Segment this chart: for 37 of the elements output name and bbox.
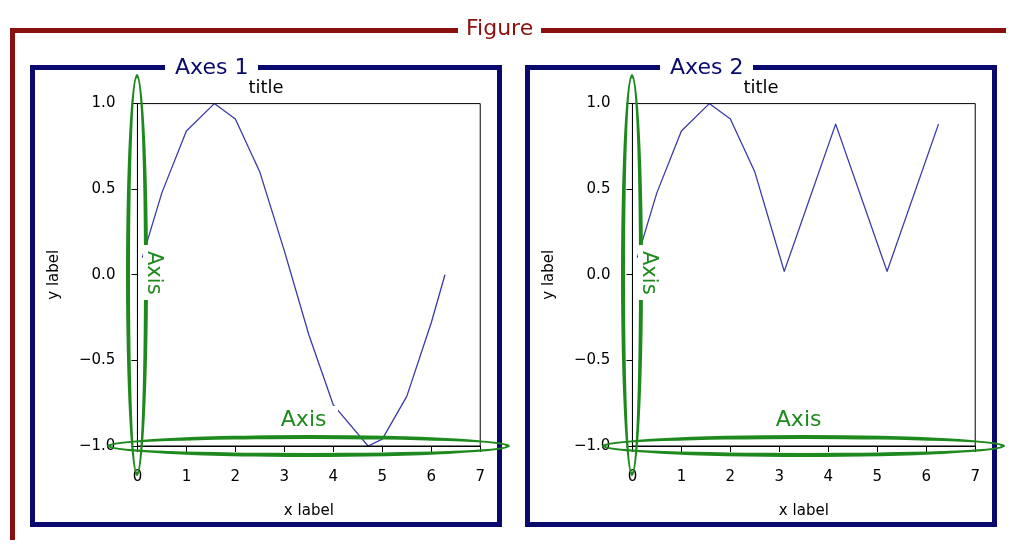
- y-tick-label: 1.0: [586, 93, 611, 112]
- x-tick-label: 4: [328, 466, 339, 485]
- y-axis-title: y label: [538, 249, 557, 300]
- y-tick-label: −0.5: [573, 350, 611, 369]
- x-tick-label: 6: [921, 466, 932, 485]
- annotation: Axis: [763, 406, 834, 431]
- y-tick-label: 0.0: [91, 264, 116, 283]
- x-tick-label: 3: [279, 466, 290, 485]
- y-tick-label: −1.0: [573, 435, 611, 454]
- annotation: Axis: [638, 244, 663, 301]
- x-tick-label: 6: [426, 466, 437, 485]
- y-tick-label: −0.5: [78, 350, 116, 369]
- annotation: Axis: [143, 244, 168, 301]
- x-tick-label: 1: [676, 466, 687, 485]
- x-axis-title: x label: [283, 500, 334, 519]
- x-tick-label: 7: [970, 466, 980, 485]
- y-tick-label: 1.0: [91, 93, 116, 112]
- y-axis-title: y label: [43, 249, 62, 300]
- x-tick-label: 2: [725, 466, 736, 485]
- text: Axes 1: [175, 54, 249, 79]
- x-tick-label: 7: [475, 466, 485, 485]
- annotation: Axis: [268, 406, 339, 431]
- y-tick-label: −1.0: [78, 435, 116, 454]
- x-tick-label: 5: [377, 466, 388, 485]
- y-tick-label: 0.5: [91, 179, 116, 198]
- text: Figure: [458, 15, 542, 40]
- y-tick-label: 0.0: [586, 264, 611, 283]
- chart-title: title: [248, 76, 284, 98]
- x-tick-label: 2: [230, 466, 241, 485]
- text: Axes 2: [670, 54, 744, 79]
- x-axis-title: x label: [778, 500, 829, 519]
- x-tick-label: 3: [774, 466, 785, 485]
- chart-title: title: [743, 76, 779, 98]
- x-tick-label: 4: [823, 466, 834, 485]
- x-tick-label: 1: [181, 466, 192, 485]
- y-tick-label: 0.5: [586, 179, 611, 198]
- x-tick-label: 5: [872, 466, 883, 485]
